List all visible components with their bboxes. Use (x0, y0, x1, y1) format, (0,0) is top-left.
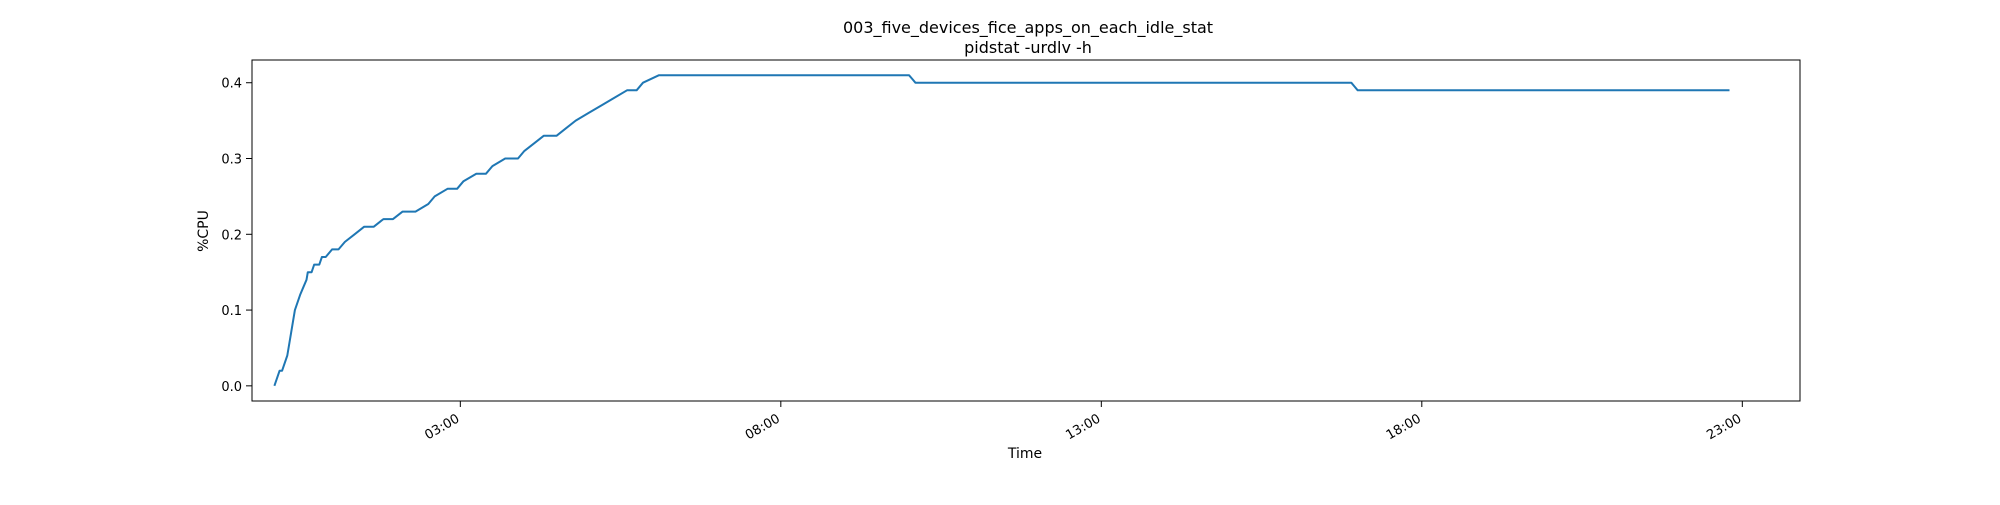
y-tick-label: 0.4 (221, 77, 242, 92)
y-tick-label: 0.0 (221, 380, 242, 395)
y-tick-label: 0.3 (221, 153, 242, 168)
x-tick-label: 23:00 (1704, 411, 1744, 443)
chart-title: 003_five_devices_fice_apps_on_each_idle_… (843, 18, 1213, 38)
x-tick-label: 18:00 (1384, 411, 1424, 443)
x-axis: 03:00 08:00 13:00 18:00 23:00 (422, 401, 1744, 443)
y-tick-label: 0.1 (221, 304, 242, 319)
y-axis-label: %CPU (196, 210, 212, 252)
series-line-cpu (273, 74, 1730, 387)
chart-subtitle: pidstat -urdlv -h (964, 38, 1092, 57)
x-axis-label: Time (1007, 446, 1042, 462)
plot-frame (251, 59, 1801, 402)
x-tick-label: 13:00 (1063, 411, 1103, 443)
y-axis: 0.0 0.1 0.2 0.3 0.4 (221, 77, 252, 395)
y-tick-label: 0.2 (221, 228, 242, 243)
x-tick-label: 08:00 (743, 411, 783, 443)
x-tick-label: 03:00 (422, 411, 462, 443)
